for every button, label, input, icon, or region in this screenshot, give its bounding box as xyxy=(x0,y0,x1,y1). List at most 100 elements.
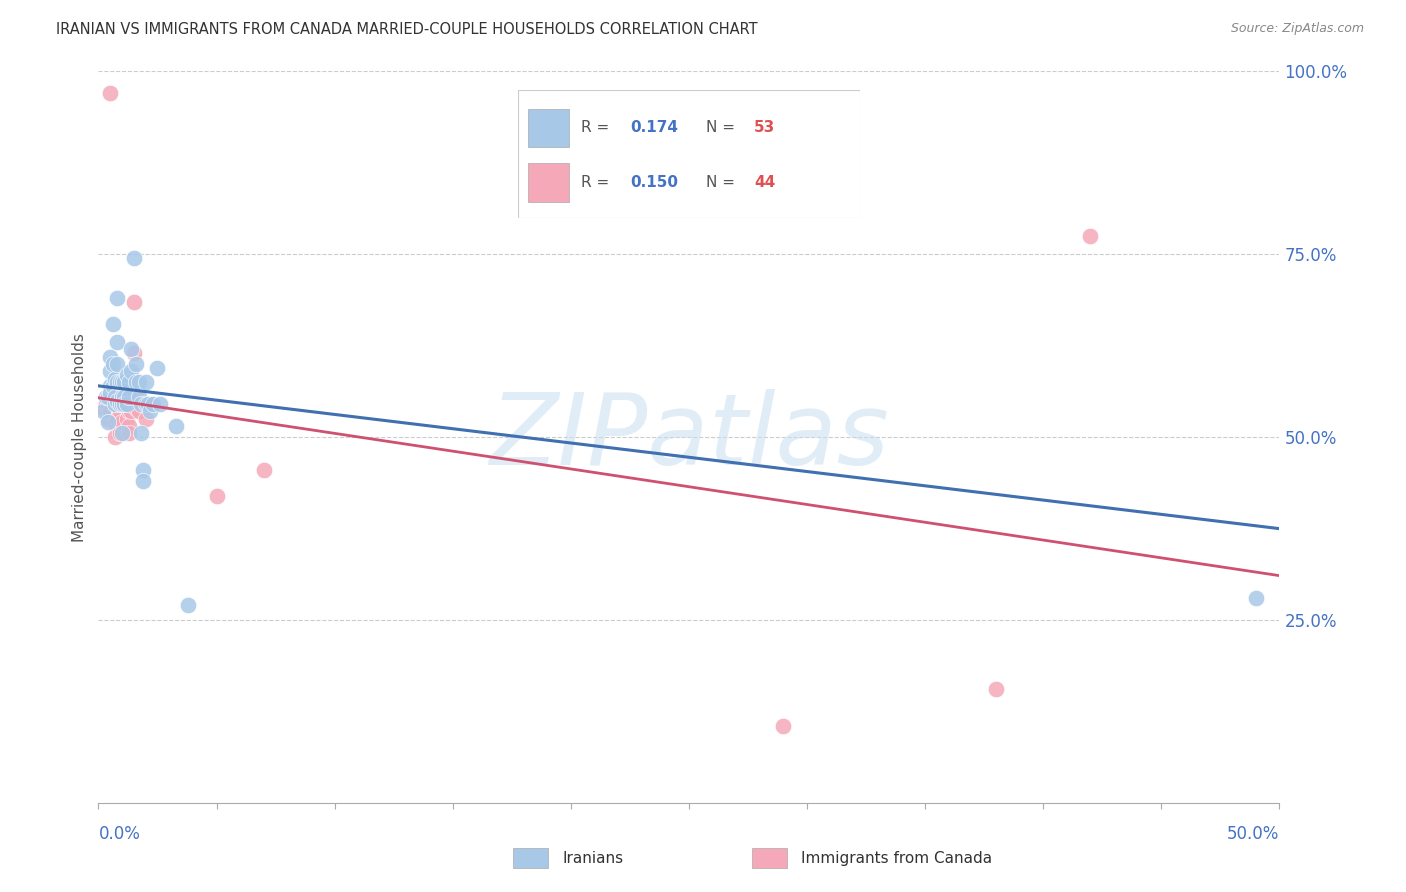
Point xyxy=(118,426,141,441)
Point xyxy=(135,376,157,390)
Point xyxy=(104,371,127,385)
Point xyxy=(98,390,121,404)
Point xyxy=(105,397,128,411)
Point xyxy=(118,419,141,434)
FancyBboxPatch shape xyxy=(752,848,787,868)
Point xyxy=(118,404,141,418)
Point xyxy=(111,390,134,404)
Point xyxy=(101,357,124,371)
Point xyxy=(98,364,121,378)
Point xyxy=(139,397,162,411)
Point xyxy=(111,397,134,411)
Point xyxy=(105,376,128,390)
Point xyxy=(135,397,157,411)
Text: IRANIAN VS IMMIGRANTS FROM CANADA MARRIED-COUPLE HOUSEHOLDS CORRELATION CHART: IRANIAN VS IMMIGRANTS FROM CANADA MARRIE… xyxy=(56,22,758,37)
Point xyxy=(115,397,138,411)
Point xyxy=(128,397,150,411)
Point xyxy=(253,463,276,477)
Point xyxy=(122,346,145,360)
Point xyxy=(128,404,150,418)
Point xyxy=(105,291,128,305)
Point xyxy=(112,376,135,390)
Point xyxy=(122,294,145,309)
Point xyxy=(105,383,128,397)
Point xyxy=(104,430,127,444)
Point xyxy=(104,390,127,404)
Point xyxy=(125,357,148,371)
Point xyxy=(101,379,124,393)
Point xyxy=(115,397,138,411)
Point xyxy=(98,379,121,393)
Point xyxy=(165,419,187,434)
Point xyxy=(97,416,120,430)
Point xyxy=(104,397,127,411)
Point xyxy=(112,397,135,411)
Y-axis label: Married-couple Households: Married-couple Households xyxy=(72,333,87,541)
Point xyxy=(104,397,127,411)
Point xyxy=(149,397,172,411)
Point xyxy=(98,87,121,101)
Point xyxy=(94,397,117,411)
Point xyxy=(91,401,114,415)
Point xyxy=(105,393,128,408)
Point xyxy=(146,360,169,375)
Point xyxy=(121,390,143,404)
Point xyxy=(984,682,1007,697)
Text: 50.0%: 50.0% xyxy=(1227,825,1279,843)
Point xyxy=(118,376,141,390)
Point xyxy=(97,412,120,426)
Point xyxy=(177,599,200,613)
Point xyxy=(121,364,143,378)
Point xyxy=(772,719,794,733)
Point xyxy=(101,317,124,331)
Point xyxy=(135,397,157,411)
Point xyxy=(118,390,141,404)
Point xyxy=(105,412,128,426)
Point xyxy=(129,397,152,411)
Point xyxy=(128,390,150,404)
Text: 0.0%: 0.0% xyxy=(98,825,141,843)
Point xyxy=(121,343,143,357)
Point xyxy=(111,426,134,441)
Point xyxy=(128,376,150,390)
FancyBboxPatch shape xyxy=(513,848,548,868)
Point xyxy=(105,334,128,349)
Point xyxy=(139,404,162,418)
Point xyxy=(98,404,121,418)
Point xyxy=(108,426,131,441)
Text: Source: ZipAtlas.com: Source: ZipAtlas.com xyxy=(1230,22,1364,36)
Point xyxy=(98,350,121,364)
Point xyxy=(125,401,148,415)
Point xyxy=(132,463,155,477)
Point xyxy=(108,404,131,418)
Text: Immigrants from Canada: Immigrants from Canada xyxy=(801,851,993,865)
Point xyxy=(104,386,127,401)
Point xyxy=(91,404,114,418)
Point xyxy=(97,390,120,404)
Point xyxy=(94,390,117,404)
Point xyxy=(111,376,134,390)
Text: Iranians: Iranians xyxy=(562,851,623,865)
Point xyxy=(111,397,134,411)
Point xyxy=(111,416,134,430)
Point xyxy=(108,397,131,411)
Point xyxy=(536,196,558,211)
Point xyxy=(132,474,155,488)
Text: ZIPatlas: ZIPatlas xyxy=(489,389,889,485)
Point xyxy=(122,251,145,265)
Point xyxy=(101,379,124,393)
Point xyxy=(101,397,124,411)
Point xyxy=(108,390,131,404)
Point xyxy=(121,404,143,418)
Point xyxy=(108,376,131,390)
Point xyxy=(1244,591,1267,605)
Point xyxy=(1080,228,1102,243)
Point xyxy=(112,397,135,411)
Point xyxy=(205,489,228,503)
Point xyxy=(115,368,138,382)
Point xyxy=(142,397,165,411)
Point xyxy=(97,397,120,411)
Point xyxy=(112,390,135,404)
Point xyxy=(104,416,127,430)
Point xyxy=(129,426,152,441)
